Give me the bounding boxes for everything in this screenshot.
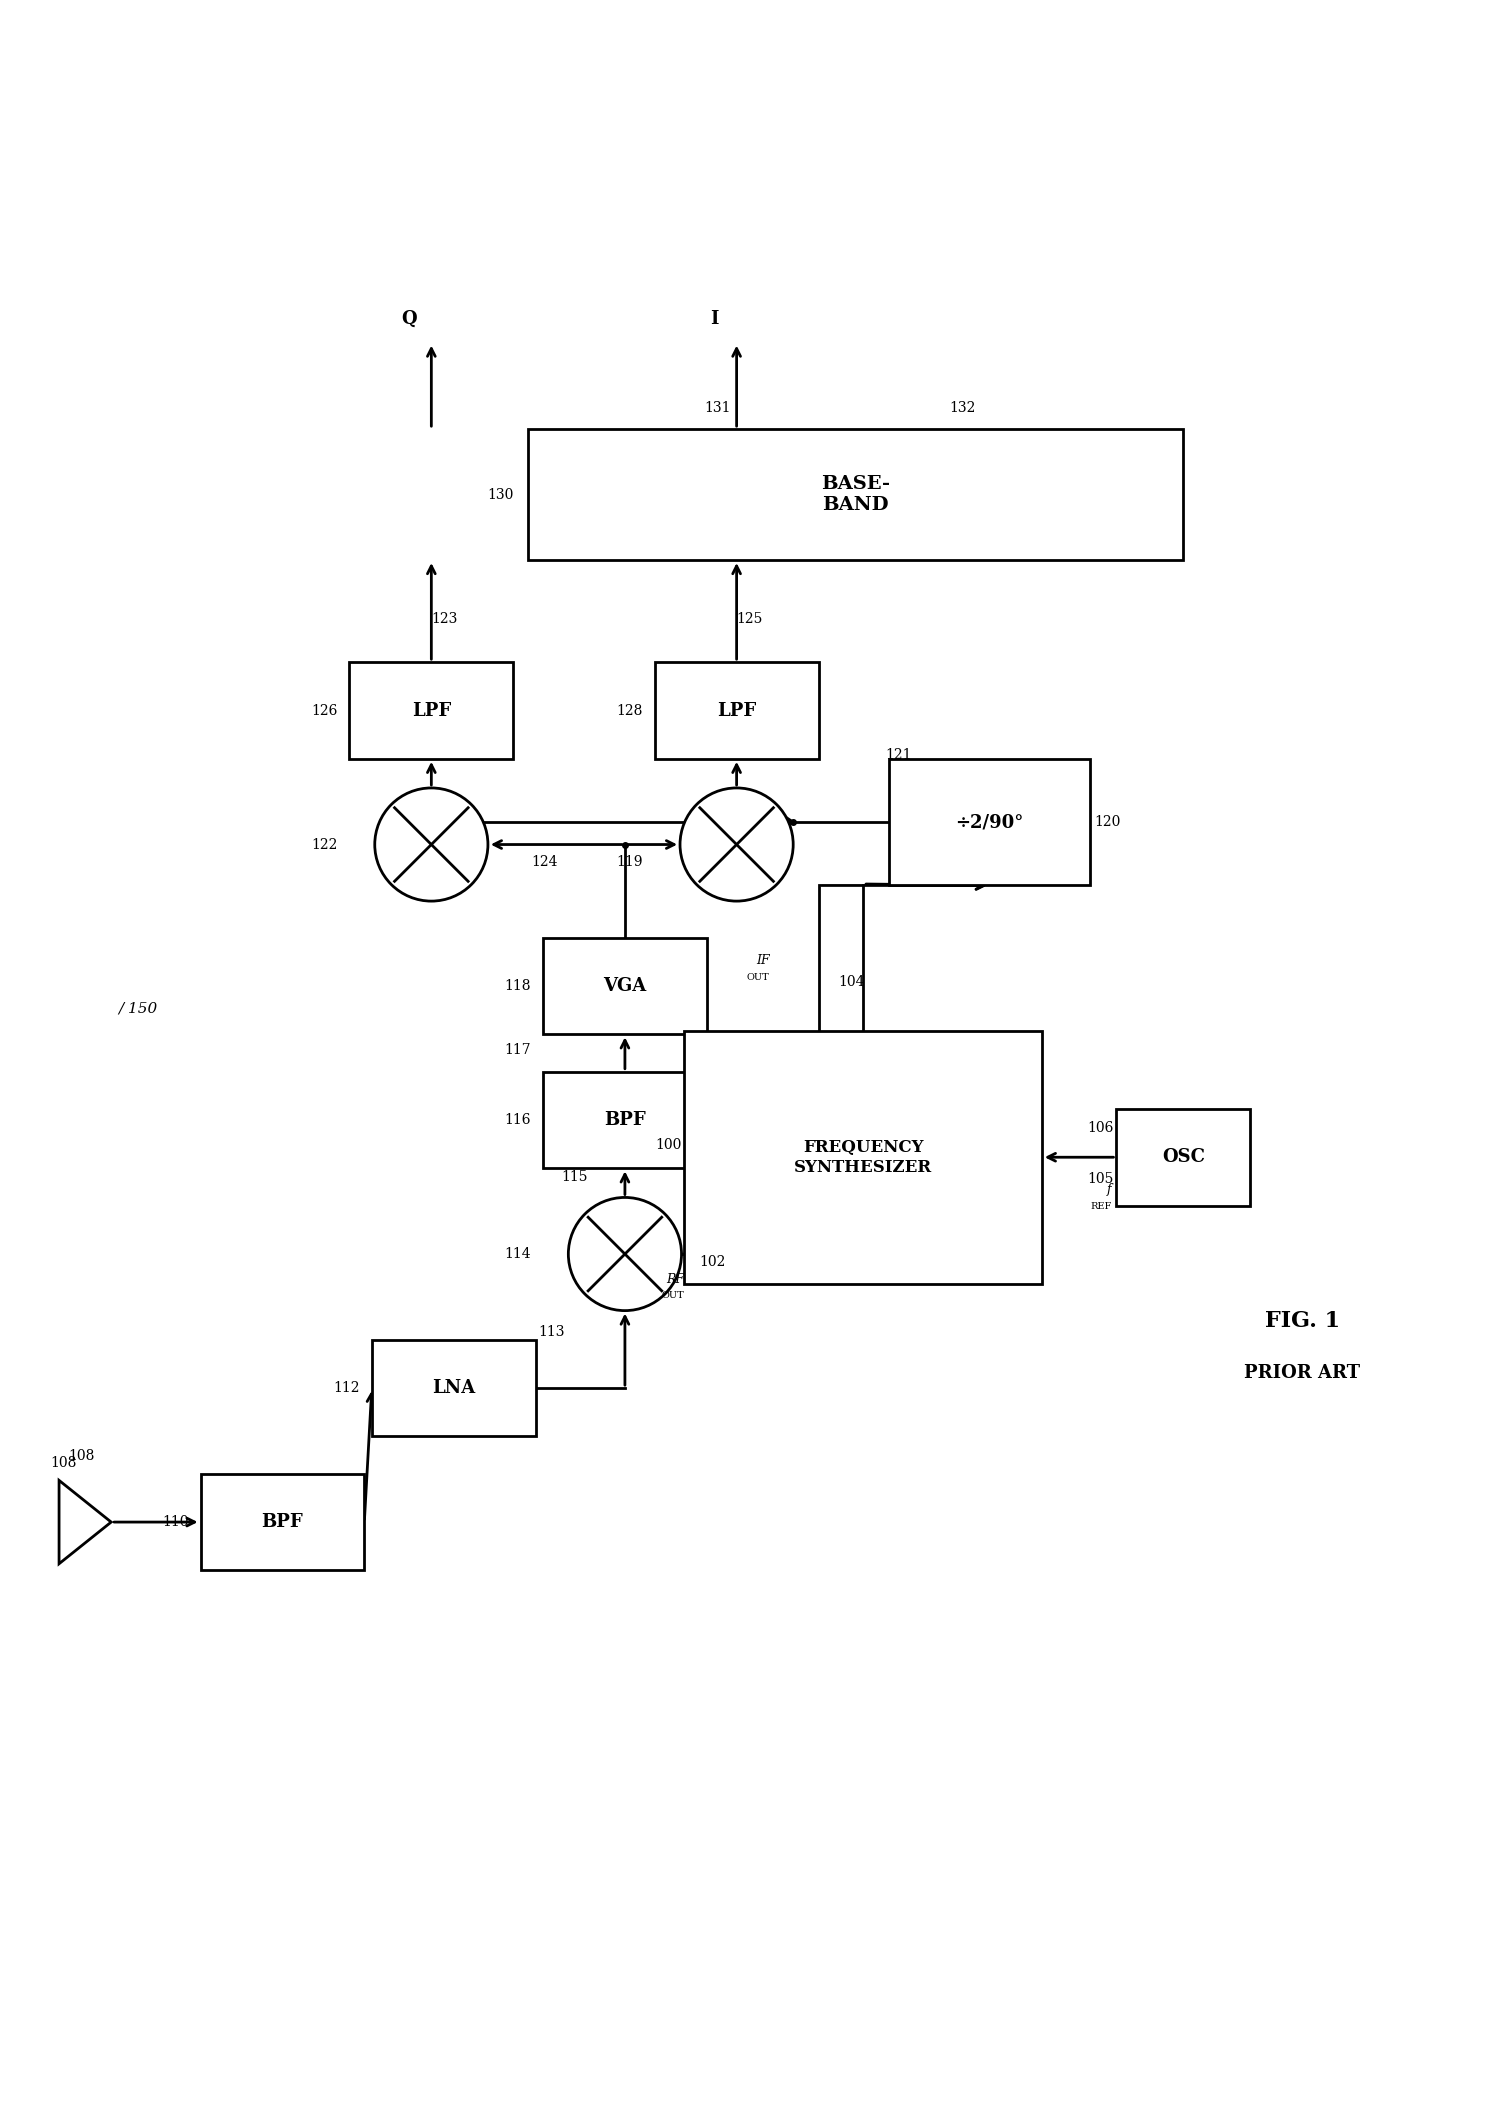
Text: I: I <box>709 310 718 329</box>
Text: LNA: LNA <box>431 1379 475 1396</box>
Text: 124: 124 <box>531 855 558 870</box>
Text: 121: 121 <box>885 748 912 762</box>
Text: 100: 100 <box>655 1139 681 1152</box>
Bar <box>349 661 513 758</box>
Text: f: f <box>1108 1184 1112 1196</box>
Text: OUT: OUT <box>661 1291 684 1299</box>
Text: 108: 108 <box>50 1455 77 1470</box>
Text: LPF: LPF <box>717 701 756 720</box>
Text: RF: RF <box>666 1272 684 1287</box>
Text: 102: 102 <box>699 1255 726 1270</box>
Text: 108: 108 <box>68 1449 95 1462</box>
Text: 114: 114 <box>505 1247 531 1261</box>
Text: IF: IF <box>756 954 770 967</box>
Text: REF: REF <box>1091 1203 1112 1211</box>
Text: 106: 106 <box>1087 1120 1114 1135</box>
Text: FIG. 1: FIG. 1 <box>1266 1310 1341 1331</box>
Bar <box>543 937 706 1034</box>
Bar <box>543 1072 706 1169</box>
Text: PRIOR ART: PRIOR ART <box>1244 1365 1360 1382</box>
Text: LPF: LPF <box>412 701 451 720</box>
Text: 116: 116 <box>505 1112 531 1127</box>
Text: 112: 112 <box>334 1382 359 1394</box>
Bar <box>200 1474 364 1571</box>
Text: / 150: / 150 <box>119 1000 158 1015</box>
Circle shape <box>679 788 794 901</box>
Text: 122: 122 <box>311 838 338 851</box>
Text: 119: 119 <box>616 855 643 870</box>
Text: 126: 126 <box>311 703 338 718</box>
Text: 130: 130 <box>487 489 513 501</box>
Text: BPF: BPF <box>262 1512 304 1531</box>
Text: BASE-
BAND: BASE- BAND <box>821 476 890 514</box>
Text: OSC: OSC <box>1162 1148 1205 1167</box>
Bar <box>371 1339 535 1436</box>
Text: OUT: OUT <box>747 973 770 981</box>
Text: 105: 105 <box>1087 1173 1114 1186</box>
Bar <box>528 430 1183 560</box>
Text: Q: Q <box>401 310 416 329</box>
Text: FREQUENCY
SYNTHESIZER: FREQUENCY SYNTHESIZER <box>794 1139 932 1175</box>
Bar <box>655 661 819 758</box>
Text: 113: 113 <box>538 1325 565 1339</box>
Text: 123: 123 <box>431 611 458 625</box>
Circle shape <box>374 788 488 901</box>
Text: 125: 125 <box>736 611 764 625</box>
Text: 128: 128 <box>616 703 643 718</box>
Bar <box>890 758 1090 885</box>
Text: 115: 115 <box>561 1171 588 1184</box>
Text: ÷2/90°: ÷2/90° <box>956 813 1024 832</box>
Bar <box>684 1030 1042 1285</box>
Text: 117: 117 <box>505 1042 531 1057</box>
Text: 120: 120 <box>1094 815 1120 830</box>
Text: 132: 132 <box>950 402 975 415</box>
Text: 104: 104 <box>837 975 864 988</box>
Text: 110: 110 <box>162 1514 188 1529</box>
Text: 131: 131 <box>703 402 730 415</box>
Circle shape <box>568 1198 681 1310</box>
Bar <box>1117 1110 1250 1205</box>
Text: 118: 118 <box>505 979 531 994</box>
Text: BPF: BPF <box>604 1112 646 1129</box>
Text: VGA: VGA <box>603 977 646 994</box>
